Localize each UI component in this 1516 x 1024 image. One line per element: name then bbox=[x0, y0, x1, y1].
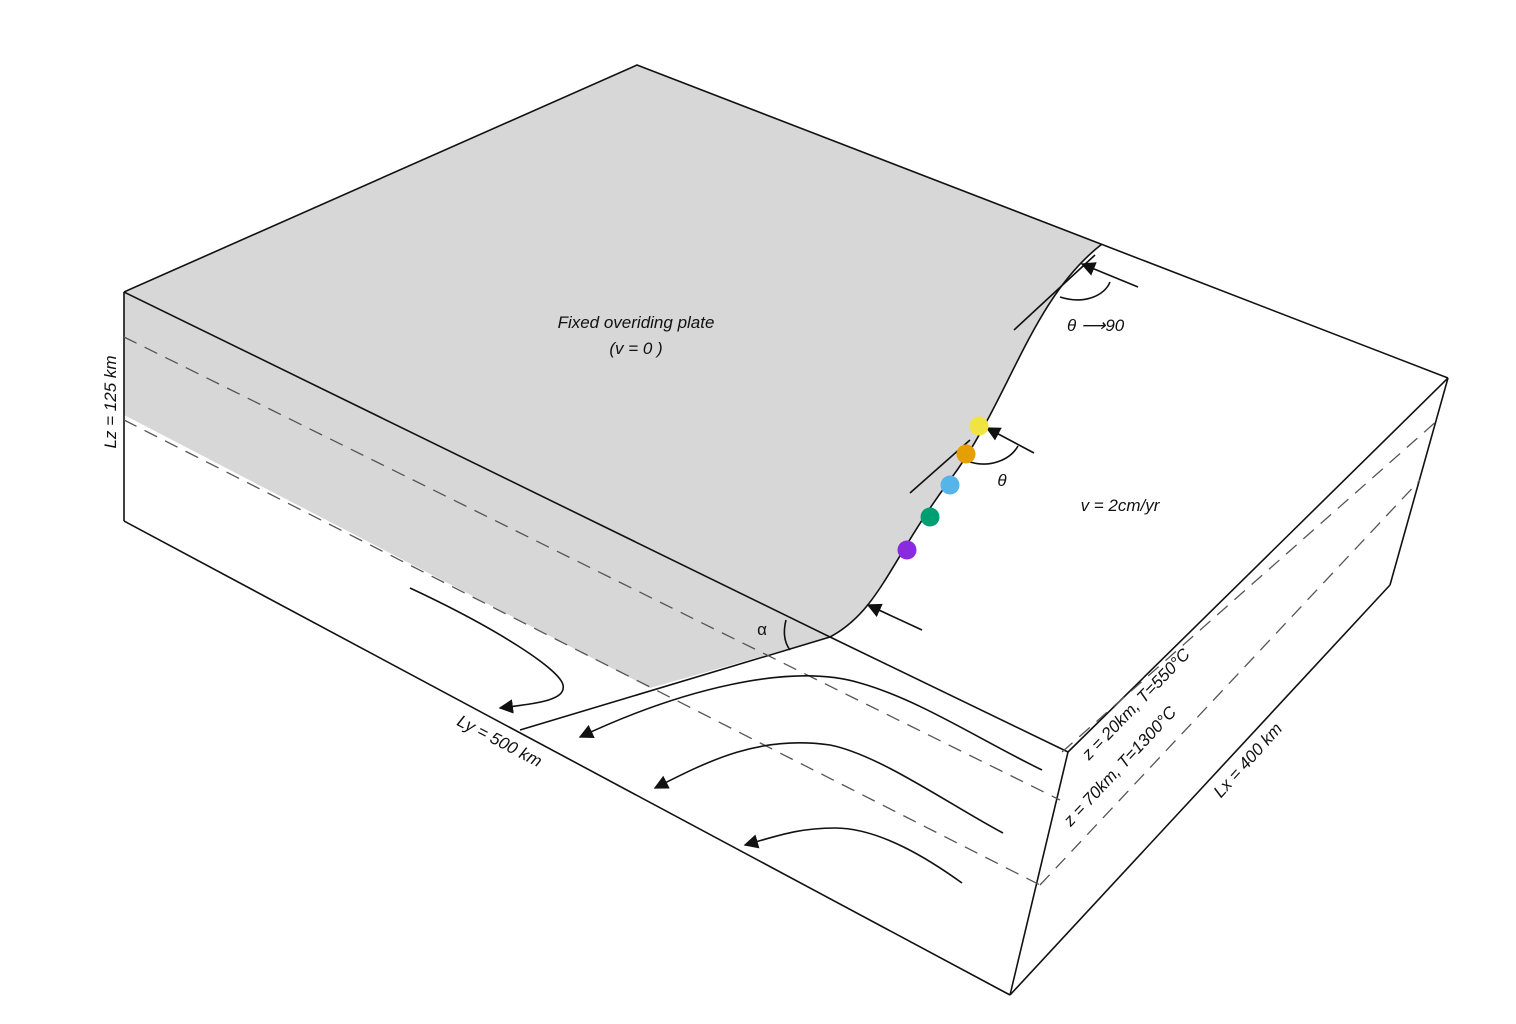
alpha-label: α bbox=[757, 620, 767, 639]
ly-label: Ly = 500 km bbox=[454, 711, 545, 771]
theta-arc bbox=[1059, 281, 1111, 301]
alpha-arc bbox=[783, 619, 791, 651]
marker-purple bbox=[897, 540, 917, 560]
flow-line-1 bbox=[409, 587, 564, 714]
flow-line-3 bbox=[653, 741, 1004, 834]
lx-label: Lx = 400 km bbox=[1210, 719, 1286, 801]
slab-markers bbox=[897, 416, 989, 560]
theta-arc-mid bbox=[969, 445, 1019, 465]
lz-label: Lz = 125 km bbox=[101, 355, 120, 448]
velocity-label: v = 2cm/yr bbox=[1081, 496, 1161, 515]
convergence-arrows bbox=[866, 262, 1139, 631]
marker-yellow bbox=[969, 416, 989, 436]
flow-line-2 bbox=[578, 675, 1043, 771]
isotherm-lines bbox=[123, 336, 1439, 886]
arrow-top bbox=[1080, 262, 1139, 288]
arrow-mid bbox=[985, 427, 1035, 454]
plate-label-line2: (v = 0 ) bbox=[609, 339, 662, 358]
theta-limit-label: θ ⟶90 bbox=[1067, 316, 1125, 335]
theta-label: θ bbox=[997, 471, 1007, 490]
marker-orange bbox=[956, 444, 976, 464]
plate-label-line1: Fixed overiding plate bbox=[558, 313, 715, 332]
marker-green bbox=[920, 507, 940, 527]
arrow-low bbox=[866, 603, 923, 631]
trench-curve bbox=[829, 243, 1103, 638]
overriding-plate-area bbox=[124, 65, 1102, 688]
flow-line-4 bbox=[743, 827, 963, 884]
flow-streamlines bbox=[409, 587, 1043, 884]
marker-sky-blue bbox=[940, 475, 960, 495]
